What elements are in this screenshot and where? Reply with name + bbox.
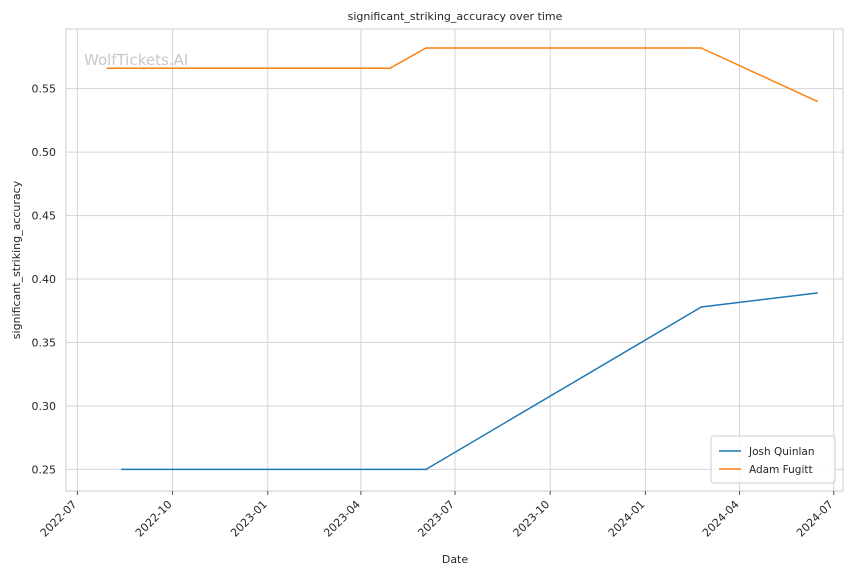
legend-box <box>710 435 836 484</box>
data-point-adam-fugitt <box>425 47 427 49</box>
y-tick-label: 0.55 <box>32 83 57 96</box>
y-tick-label: 0.40 <box>32 273 57 286</box>
data-point-adam-fugitt <box>106 67 109 70</box>
data-point-josh-quinlan <box>121 468 123 471</box>
chart-title: significant_striking_accuracy over time <box>348 10 563 23</box>
y-tick-label: 0.45 <box>32 210 57 223</box>
y-axis-title: significant_striking_accuracy <box>10 180 23 339</box>
legend-label-josh-quinlan: Josh Quinlan <box>748 446 814 458</box>
data-point-adam-fugitt <box>816 100 818 103</box>
data-point-josh-quinlan <box>816 292 818 294</box>
y-tick-label: 0.30 <box>32 400 57 413</box>
data-point-josh-quinlan <box>700 306 703 308</box>
data-point-josh-quinlan <box>425 468 427 471</box>
y-axis-ticks: 0.25 0.30 0.35 0.40 0.45 0.50 0.55 <box>32 83 57 477</box>
watermark-text: WolfTickets.AI <box>84 51 188 69</box>
y-tick-label: 0.50 <box>32 146 57 159</box>
legend: Josh Quinlan Adam Fugitt <box>710 435 836 484</box>
x-axis-title: Date <box>442 553 469 566</box>
plot-area-frame <box>65 28 844 492</box>
series-line-josh-quinlan <box>121 292 818 471</box>
data-point-adam-fugitt <box>700 47 703 49</box>
y-tick-label: 0.25 <box>32 463 57 476</box>
legend-label-adam-fugitt: Adam Fugitt <box>749 464 813 476</box>
data-point-adam-fugitt <box>389 67 391 70</box>
series-lines <box>106 47 818 471</box>
y-tick-label: 0.35 <box>32 337 57 350</box>
